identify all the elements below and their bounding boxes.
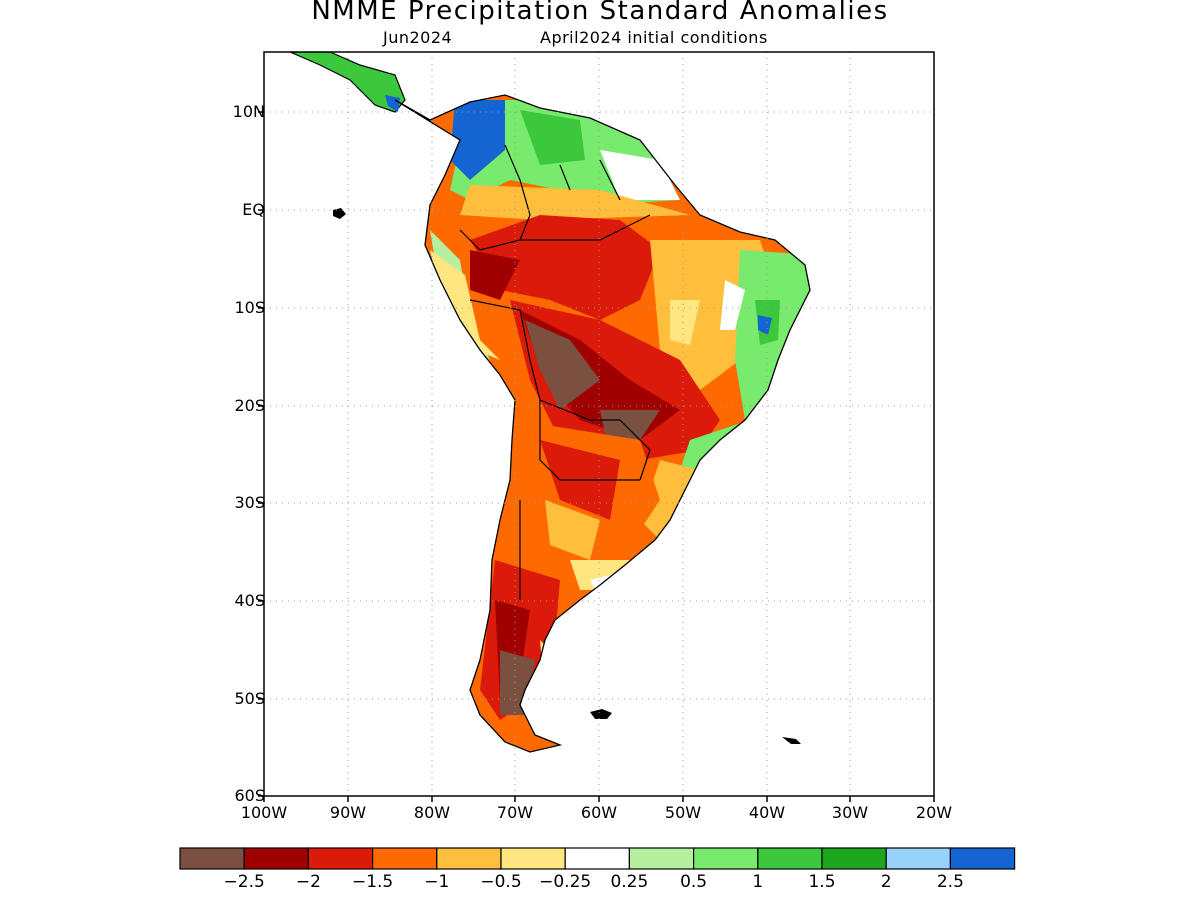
colorbar-swatch [564,847,631,870]
colorbar-label: −1.5 [351,872,394,892]
lat-label-40s: 40S [234,591,265,610]
colorbar-swatch [949,847,1016,870]
colorbar-swatch [885,847,952,870]
lon-label-50w: 50W [664,803,702,822]
colorbar-swatch [500,847,566,870]
colorbar-swatch [179,847,245,870]
colorbar-label: −2.5 [223,872,265,892]
falkland-islands [590,709,612,719]
colorbar-label: 0.25 [610,872,649,892]
colorbar-swatch [757,847,823,870]
lon-label-60w: 60W [580,803,618,822]
lat-label-10n: 10N [232,102,265,121]
central-america-land [289,52,406,113]
colorbar-swatch [628,847,695,870]
lon-label-90w: 90W [329,803,367,822]
axis-ticks [258,111,935,802]
lon-label-70w: 70W [496,803,534,822]
south-georgia [782,737,801,744]
forecast-month: Jun2024 [383,28,453,47]
colorbar-swatch [372,847,438,870]
colorbar-label: 1 [752,872,764,892]
graticule [264,52,934,796]
colorbar-label: −1 [424,872,450,892]
initial-conditions: April2024 initial conditions [540,28,768,47]
lon-label-100w: 100W [240,803,288,822]
colorbar [179,847,1016,870]
lat-label-30s: 30S [234,493,265,512]
colorbar-label: −0.5 [480,872,522,892]
lon-label-40w: 40W [748,803,786,822]
colorbar-swatch [243,847,309,870]
colorbar-label: 2 [880,872,892,892]
colorbar-label: 2.5 [936,872,964,892]
map-title: NMME Precipitation Standard Anomalies [311,0,889,26]
lat-label-60s: 60S [234,786,265,805]
colorbar-label: 0.5 [680,872,708,892]
lat-label-eq: EQ [242,200,265,219]
lon-label-30w: 30W [831,803,869,822]
colorbar-swatch [821,847,887,870]
colorbar-swatch [692,847,759,870]
lon-label-80w: 80W [413,803,451,822]
colorbar-label: −2 [295,872,321,892]
lat-label-10s: 10S [234,298,265,317]
galapagos [333,208,346,219]
colorbar-label: −0.25 [539,872,592,892]
lon-label-20w: 20W [915,803,953,822]
central-america-land-blue [385,95,400,112]
lat-label-50s: 50S [234,689,265,708]
lat-label-20s: 20S [234,396,265,415]
colorbar-swatch [436,847,502,870]
colorbar-label: 1.5 [808,872,836,892]
colorbar-swatch [307,847,374,870]
country-borders [459,144,651,600]
